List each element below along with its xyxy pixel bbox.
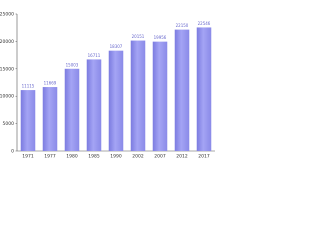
bar [130,40,146,151]
y-tick-label: 10000 [0,94,14,100]
y-tick-label: 25000 [0,12,14,18]
value-label: 20151 [132,34,145,39]
x-tick-label: 1980 [66,154,78,160]
x-tick-label: 1971 [22,154,34,160]
x-tick-label: 2002 [132,154,144,160]
value-label: 16711 [88,53,101,58]
x-tick-label: 2012 [176,154,188,160]
page: {"chart_data": {"type": "bar", "categori… [0,11,215,160]
x-tick-label: 2017 [198,154,210,160]
bar [64,68,80,151]
bar [20,90,36,151]
value-label: 15003 [66,62,79,67]
bar [108,50,124,151]
value-label: 11115 [22,84,35,89]
bar [86,59,102,151]
value-label: 22546 [198,21,211,26]
x-tick-label: 1985 [88,154,100,160]
bar [174,29,190,152]
y-tick-label: 5000 [3,121,15,127]
value-label: 22150 [176,23,189,28]
value-label: 11669 [44,81,57,86]
x-tick-label: 1990 [110,154,122,160]
y-tick-label: 15000 [0,66,14,72]
value-label: 18307 [110,44,123,49]
bar [42,87,58,151]
x-tick-label: 2007 [154,154,166,160]
chart: 0 5000 10000 15000 20000 25000 1971 11115 1977 11… [0,12,215,160]
bar [196,27,212,151]
value-label: 19956 [154,35,167,40]
y-tick-label: 0 [11,149,14,155]
x-tick-label: 1977 [44,154,56,160]
bar [152,41,168,151]
y-tick-label: 20000 [0,39,14,45]
